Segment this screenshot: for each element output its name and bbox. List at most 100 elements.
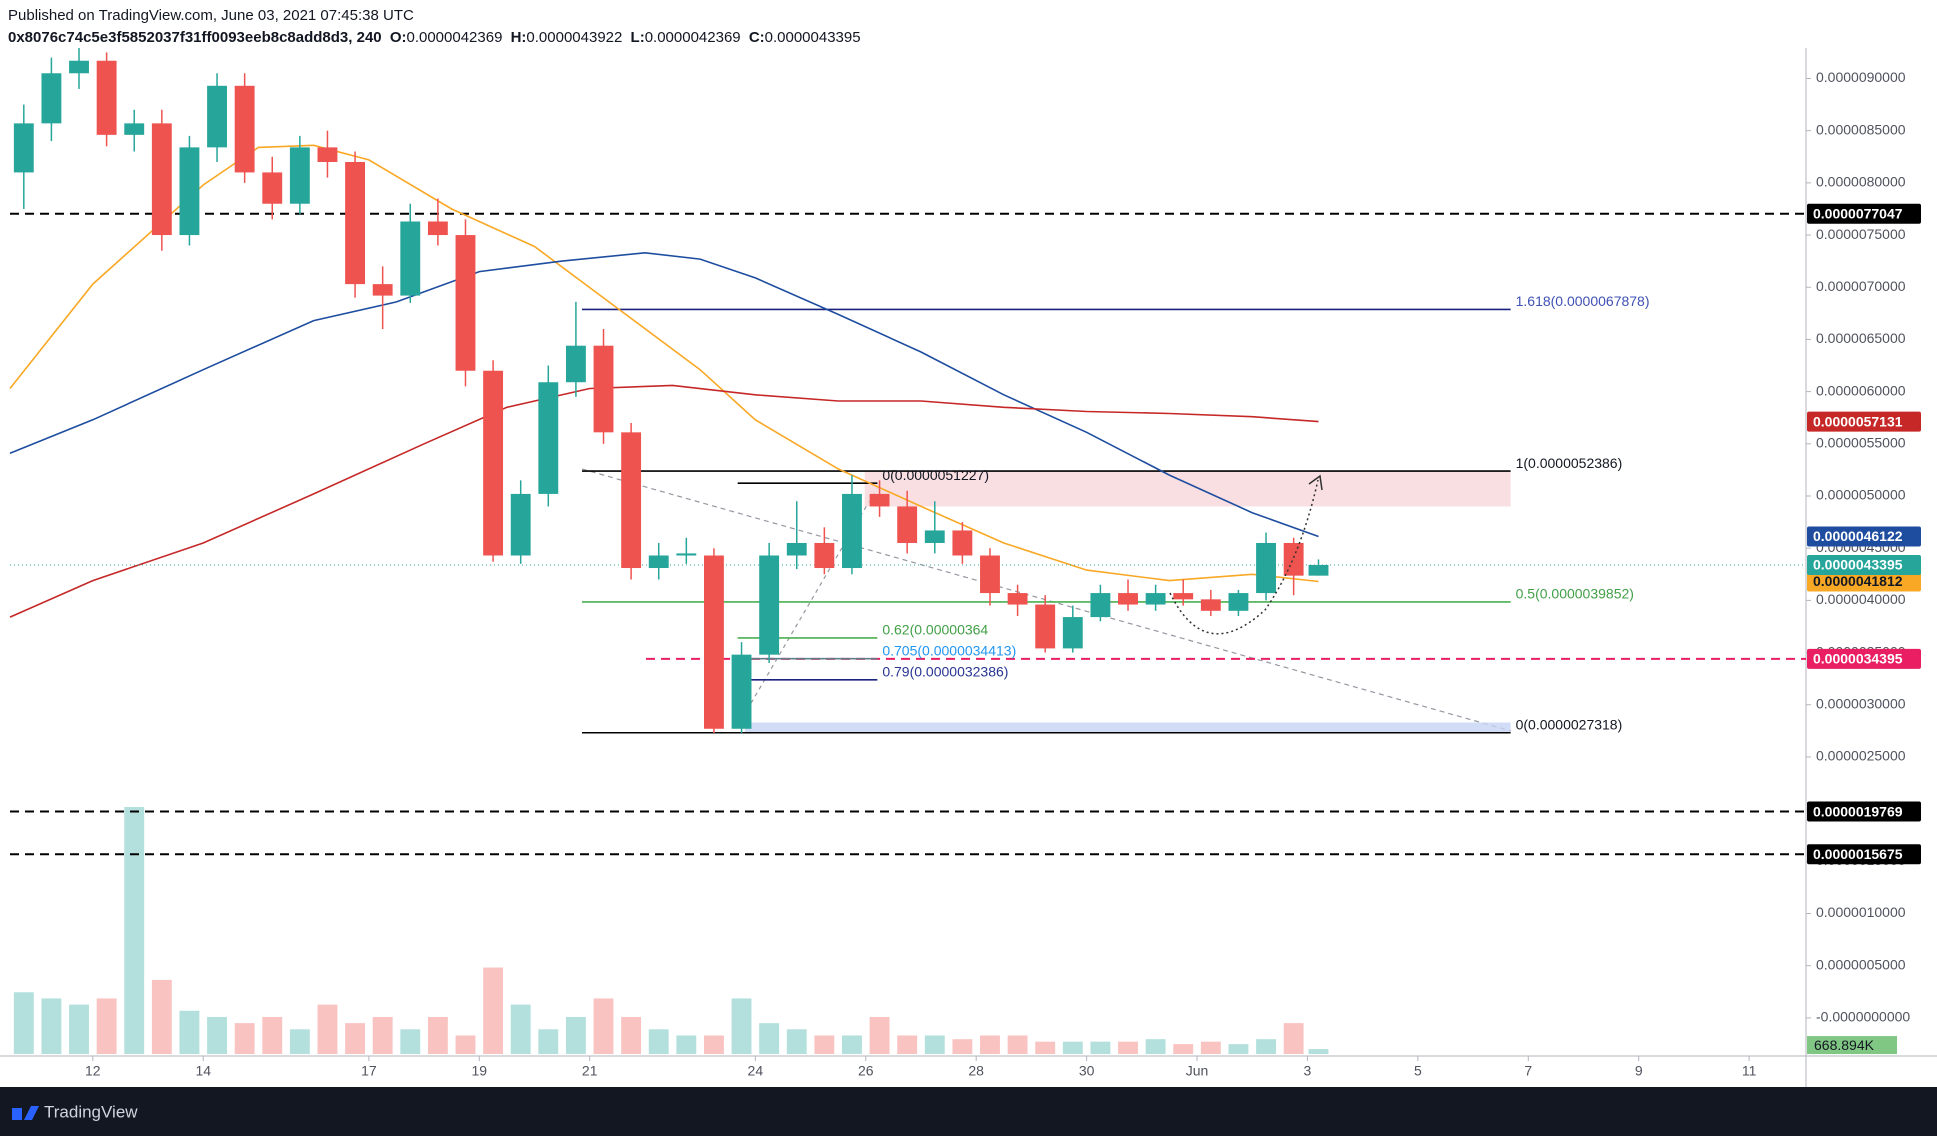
- volume-badge: 668.894K: [1814, 1037, 1875, 1053]
- candle-body: [565, 345, 586, 383]
- fib-label: 0.79(0.0000032386): [882, 664, 1008, 680]
- candle-body: [1228, 593, 1249, 611]
- y-tick-label: 0.0000050000: [1816, 487, 1906, 503]
- y-tick-label: 0.0000085000: [1816, 121, 1906, 137]
- price-badge-bg: [1807, 554, 1921, 575]
- trend-line: [581, 468, 1512, 732]
- volume-bar: [1200, 1041, 1221, 1054]
- x-tick-label: 17: [361, 1063, 377, 1079]
- open-label: O:: [390, 29, 407, 46]
- fib-label: 0.5(0.0000039852): [1516, 586, 1634, 602]
- volume-bar: [814, 1035, 835, 1054]
- level-badge: 0.0000019769: [1813, 803, 1903, 819]
- volume-bar: [621, 1016, 642, 1054]
- candle-body: [676, 553, 697, 556]
- level-badge-bg: [1807, 844, 1921, 865]
- candle-body: [648, 555, 669, 569]
- zone: [744, 722, 1511, 733]
- candle-body: [869, 493, 890, 507]
- volume-bar: [538, 1029, 559, 1054]
- volume-bar: [703, 1035, 724, 1054]
- x-tick-label: 9: [1635, 1063, 1643, 1079]
- candle-body: [455, 235, 476, 371]
- y-tick-label: 0.0000070000: [1816, 278, 1906, 294]
- candle-body: [593, 345, 614, 433]
- plot-area: 1.618(0.0000067878) 1(0.0000052386) 0.5(0.…: [9, 48, 1806, 1054]
- candle-body: [96, 60, 117, 135]
- arrow-head: [1308, 474, 1323, 491]
- level-badge: 0.0000077047: [1813, 205, 1903, 221]
- candle-body: [1145, 593, 1166, 605]
- trend-line: [746, 487, 878, 711]
- candle-body: [814, 542, 835, 569]
- candle-body: [234, 85, 255, 173]
- candle-body: [207, 85, 227, 148]
- volume-bar: [1062, 1041, 1083, 1054]
- x-tick-label: 28: [968, 1063, 984, 1079]
- candle-body: [842, 493, 862, 569]
- symbol: 0x8076c74c5e3f5852037f31ff0093eeb8c8add8…: [8, 29, 382, 46]
- candle-body: [262, 172, 283, 204]
- volume-bar: [69, 1004, 89, 1054]
- candle-body: [1007, 593, 1028, 605]
- candle-body: [1173, 593, 1194, 600]
- low-label: L:: [631, 29, 645, 46]
- volume-bar: [317, 1004, 338, 1054]
- x-tick-label: 21: [582, 1063, 598, 1079]
- fib-label: 0.62(0.00000364: [882, 622, 988, 638]
- level-badge-bg: [1807, 801, 1921, 822]
- close-value: 0.0000043395: [765, 29, 861, 46]
- footer-bar: [0, 1087, 1937, 1136]
- x-tick-label: 30: [1079, 1063, 1095, 1079]
- volume-bar: [1283, 1023, 1304, 1054]
- y-tick-label: 0.0000075000: [1816, 226, 1906, 242]
- high-value: 0.0000043922: [526, 29, 622, 46]
- candle-body: [1035, 604, 1056, 649]
- ma-badge-bg: [1807, 526, 1921, 547]
- axes: 0.0000090000 0.0000085000 0.0000080000 0.00…: [85, 69, 1921, 1079]
- volume-bar: [786, 1029, 807, 1054]
- volume-bar: [151, 979, 172, 1054]
- volume-bar: [1007, 1035, 1028, 1054]
- cup-arrow: [1169, 479, 1319, 635]
- candle-body: [538, 382, 559, 494]
- volume-bar: [455, 1035, 476, 1054]
- volume-bar: [234, 1023, 255, 1054]
- candle-body: [41, 73, 62, 124]
- volume-bar: [731, 998, 752, 1054]
- volume-bar: [372, 1016, 393, 1054]
- ma-badge-bg: [1807, 411, 1921, 432]
- volume-bar: [1228, 1044, 1249, 1054]
- volume-bar: [980, 1035, 1000, 1054]
- candle-body: [759, 555, 780, 655]
- candle-body: [1283, 542, 1304, 576]
- y-tick-label: 0.0000005000: [1816, 956, 1906, 972]
- y-tick-label: 0.0000055000: [1816, 435, 1906, 451]
- fib-label: 1.618(0.0000067878): [1516, 293, 1650, 309]
- x-tick-label: 19: [472, 1063, 488, 1079]
- fib-label: 0(0.0000027318): [1516, 716, 1623, 732]
- y-tick-label: 0.0000080000: [1816, 174, 1906, 190]
- volume-bar: [952, 1039, 973, 1054]
- volume-bar: [13, 992, 34, 1054]
- volume-bar: [41, 998, 62, 1054]
- volume-bar: [565, 1016, 586, 1054]
- y-tick-label: 0.0000090000: [1816, 69, 1906, 85]
- volume-bar: [648, 1029, 669, 1054]
- candle-body: [786, 542, 807, 556]
- brand-logo: [12, 1106, 39, 1120]
- candle-body: [400, 221, 421, 296]
- candle-body: [1062, 617, 1083, 649]
- volume-bar: [207, 1016, 227, 1054]
- x-tick-label: 12: [85, 1063, 101, 1079]
- candle-body: [69, 60, 89, 74]
- volume-bar: [510, 1004, 531, 1054]
- volume-bar: [124, 807, 145, 1054]
- candle-body: [427, 221, 448, 236]
- volume-bar: [1308, 1049, 1329, 1054]
- y-tick-label: -0.0000000000: [1816, 1009, 1910, 1025]
- symbol-line: 0x8076c74c5e3f5852037f31ff0093eeb8c8add8…: [8, 29, 861, 46]
- volume-bar: [289, 1029, 310, 1054]
- level-badge: 0.0000015675: [1813, 846, 1903, 862]
